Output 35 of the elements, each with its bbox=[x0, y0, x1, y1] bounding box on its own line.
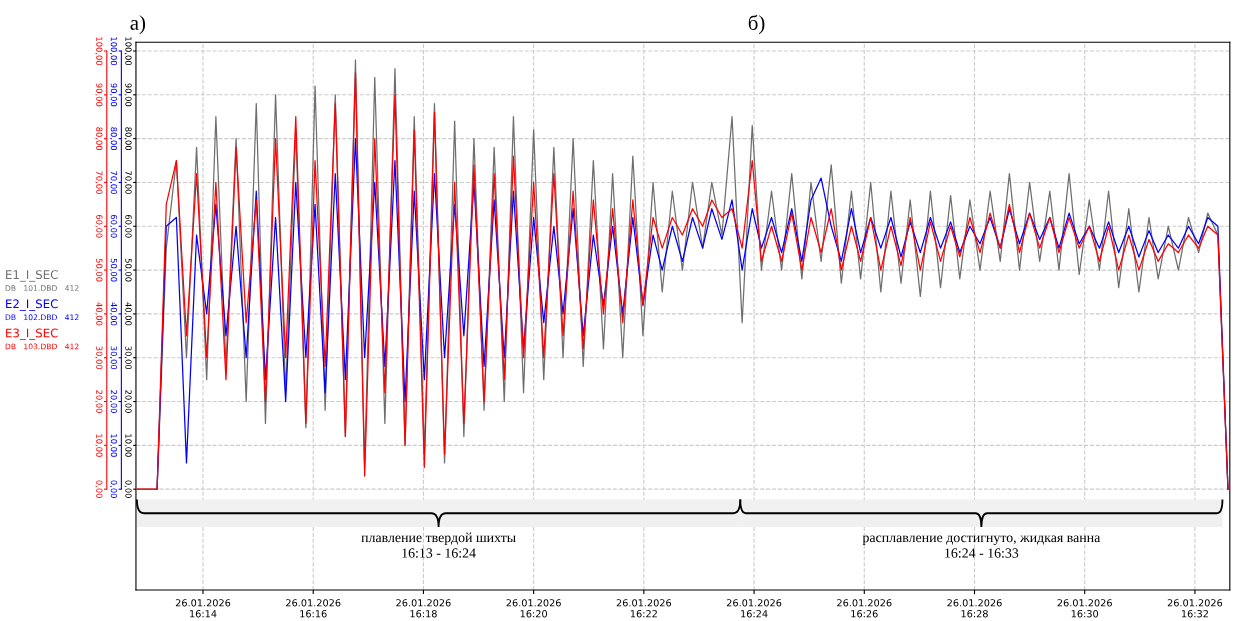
y3-tick-label: 20,00 bbox=[95, 390, 103, 413]
x-tick-label: 26.01.2026 16:24 bbox=[726, 599, 782, 618]
band-label: расплавление достигнуто, жидкая ванна 16:24 - 16:33 bbox=[862, 535, 1101, 558]
x-tick-label: 26.01.2026 16:28 bbox=[947, 599, 1002, 618]
y-tick-label: 10,00 bbox=[109, 434, 118, 457]
y-tick-label: 20,00 bbox=[109, 390, 118, 413]
y-tick-label: 40,00 bbox=[109, 302, 118, 326]
y3-tick-label: 70,00 bbox=[95, 171, 103, 194]
y-tick-label: 50,00 bbox=[109, 258, 118, 282]
y2-tick-label: 20,00 bbox=[124, 390, 132, 413]
y-tick-label: 70,00 bbox=[109, 171, 118, 194]
x-tick-label: 26.01.2026 16:14 bbox=[175, 599, 231, 618]
text: б) bbox=[748, 14, 765, 35]
x-tick-label: 26.01.2026 16:30 bbox=[1057, 599, 1112, 618]
y2-tick-label: 80,00 bbox=[124, 127, 132, 150]
y2-tick-label: 0,00 bbox=[124, 480, 132, 498]
x-tick-label: 26.01.2026 16:32 bbox=[1167, 599, 1223, 618]
y2-tick-label: 70,00 bbox=[124, 171, 132, 194]
x-tick-label: 26.01.2026 16:22 bbox=[616, 599, 672, 618]
y3-tick-label: 0,00 bbox=[95, 480, 103, 498]
text: а) bbox=[130, 15, 146, 35]
y2-tick-label: 10,00 bbox=[124, 434, 132, 457]
x-tick-label: 26.01.2026 16:18 bbox=[396, 599, 451, 618]
y-tick-label: 100,00 bbox=[109, 37, 118, 66]
x-tick-label: 26.01.2026 16:16 bbox=[286, 599, 341, 618]
x-tick-label: 26.01.2026 16:20 bbox=[506, 599, 561, 618]
x-tick-label: 26.01.2026 16:26 bbox=[837, 599, 892, 618]
y3-tick-label: 10,00 bbox=[95, 434, 103, 457]
y-tick-label: 80,00 bbox=[109, 127, 118, 150]
y-tick-label: 30,00 bbox=[109, 346, 118, 370]
y-tick-label: 60,00 bbox=[109, 214, 118, 238]
y-tick-label: 90,00 bbox=[109, 83, 118, 107]
band-label: плавление твердой шихты 16:13 - 16:24 bbox=[361, 532, 516, 558]
y3-tick-label: 80,00 bbox=[95, 127, 103, 150]
y-tick-label: 0,00 bbox=[109, 480, 118, 498]
